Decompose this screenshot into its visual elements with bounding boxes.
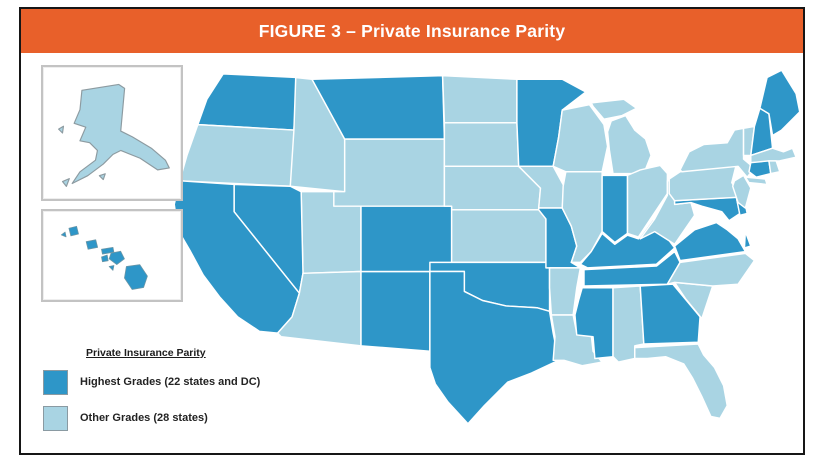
state-hi: [85, 239, 99, 250]
state-me: [759, 69, 801, 137]
state-ri: [768, 160, 781, 175]
state-hi: [101, 254, 109, 263]
state-ak: [71, 83, 170, 185]
state-tx: [429, 270, 560, 425]
state-mi: [590, 98, 638, 120]
state-nd: [441, 74, 518, 124]
hawaii-svg: [60, 225, 148, 290]
legend-label-other: Other Grades (28 states): [80, 412, 208, 424]
state-ar: [548, 267, 582, 316]
state-hi: [108, 265, 115, 271]
legend-item-other: Other Grades (28 states): [41, 405, 321, 431]
legend-label-highest: Highest Grades (22 states and DC): [80, 376, 261, 388]
state-nj: [731, 174, 752, 209]
state-ak: [61, 178, 70, 187]
state-ks: [450, 209, 547, 264]
state-hi: [108, 250, 125, 265]
figure-frame: FIGURE 3 – Private Insurance Parity Priv…: [19, 7, 805, 455]
state-ak: [58, 125, 65, 134]
state-hi: [124, 264, 148, 290]
legend-item-highest: Highest Grades (22 states and DC): [41, 369, 321, 395]
alaska-svg: [58, 83, 170, 187]
state-nh: [750, 107, 774, 157]
state-ak: [98, 173, 106, 181]
figure-title-bar: FIGURE 3 – Private Insurance Parity: [21, 9, 803, 53]
state-ct: [748, 160, 772, 178]
legend-swatch-highest: [43, 369, 68, 395]
state-mi: [606, 114, 652, 175]
state-va: [673, 221, 747, 262]
state-wa: [197, 73, 299, 131]
state-nc: [666, 252, 756, 287]
state-in: [601, 174, 629, 244]
state-wy: [333, 138, 446, 207]
state-hi: [60, 231, 67, 238]
state-sd: [443, 122, 520, 168]
us-map: [167, 55, 807, 439]
alaska-inset: [41, 65, 183, 201]
state-ny: [744, 176, 768, 186]
figure-title: FIGURE 3 – Private Insurance Parity: [258, 20, 566, 41]
hawaii-inset: [41, 209, 183, 302]
state-nm: [360, 270, 431, 352]
legend-title: Private Insurance Parity: [86, 347, 206, 359]
us-map-svg: [173, 69, 801, 425]
legend-swatch-other: [43, 405, 68, 431]
state-hi: [68, 225, 79, 237]
state-or: [178, 123, 301, 187]
state-va: [743, 230, 752, 249]
legend: Private Insurance Parity Highest Grades …: [41, 347, 321, 431]
state-fl: [634, 343, 728, 420]
